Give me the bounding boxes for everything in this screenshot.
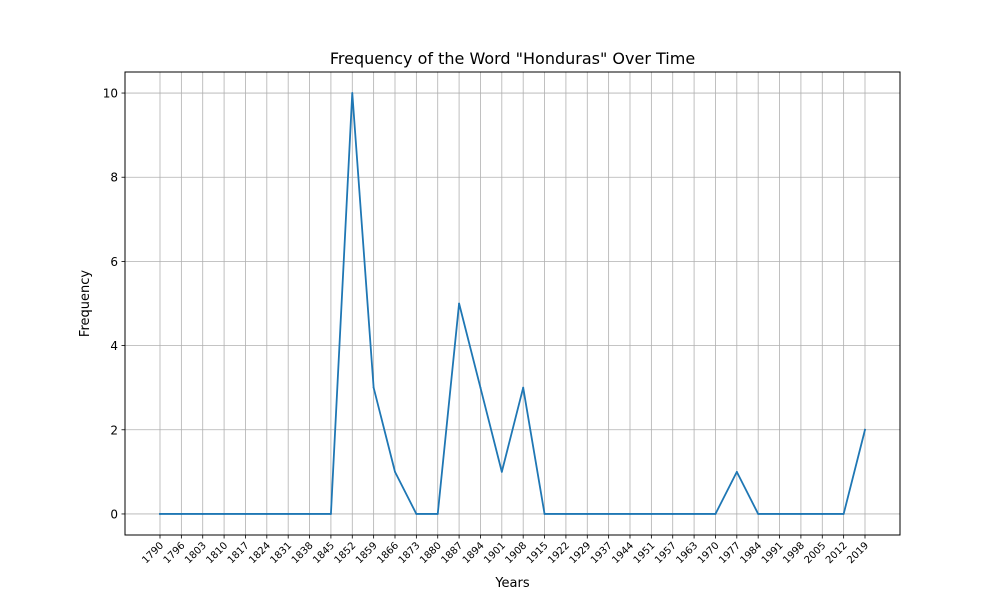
data-point [671,513,674,515]
x-axis-label: Years [494,576,530,591]
series-line [159,92,867,515]
data-point [757,513,760,515]
y-tick-label: 6 [110,255,118,269]
data-point [458,302,460,305]
data-point [821,513,824,515]
y-tick-label: 10 [103,87,118,101]
data-point [586,513,589,515]
data-point [436,513,439,515]
data-point [394,470,396,473]
data-point [842,513,845,515]
data-point [543,513,546,515]
data-point [308,513,311,515]
plot-frame [124,71,901,536]
data-point [565,513,567,515]
data-point [330,513,332,515]
data-point [372,386,375,389]
data-point [201,513,204,515]
y-tick-label: 2 [110,423,118,437]
data-point [714,513,717,515]
y-tick-label: 0 [110,507,118,521]
data-point [778,513,781,515]
data-point [351,92,354,94]
y-axis-ticks: 0 2 4 6 8 10 [103,87,125,521]
y-tick-label: 4 [110,339,118,353]
chart-title: Frequency of the Word "Honduras" Over Ti… [330,49,695,68]
data-point [244,513,247,515]
data-point [735,470,738,473]
data-point [864,428,866,431]
data-point [415,513,418,515]
data-point [180,513,183,515]
data-point [159,513,161,515]
y-axis-label: Frequency [78,270,93,337]
data-point [265,513,268,515]
data-point [693,513,695,515]
data-point [522,386,525,389]
data-point [223,513,225,515]
series-layer [159,92,867,515]
data-point [479,386,482,389]
data-point [607,513,610,515]
data-point [287,513,290,515]
y-tick-label: 8 [110,171,118,185]
data-point [500,470,503,473]
data-point [650,513,653,515]
grid-lines [125,72,900,535]
data-point [800,513,802,515]
data-point [629,513,631,515]
